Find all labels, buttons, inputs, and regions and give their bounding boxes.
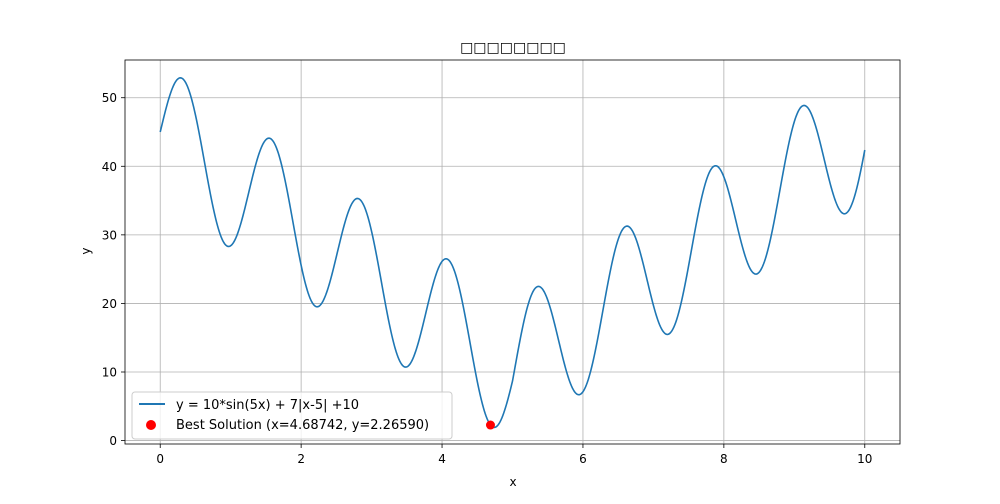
x-tick-label: 4	[438, 452, 446, 466]
x-axis-label: x	[509, 475, 516, 489]
y-tick-label: 20	[102, 297, 117, 311]
axis-ticks: 0 2 4 6 8 10 0 10 20 30 40 50	[102, 91, 873, 466]
plot-area	[159, 77, 866, 430]
y-tick-label: 30	[102, 228, 117, 242]
legend-label-best-solution: Best Solution (x=4.68742, y=2.26590)	[176, 418, 429, 433]
y-axis-label: y	[79, 247, 93, 254]
chart-title: □□□□□□□□	[460, 40, 566, 56]
y-tick-label: 50	[102, 91, 117, 105]
best-solution-point	[485, 420, 495, 430]
x-tick-label: 6	[579, 452, 587, 466]
x-tick-label: 2	[297, 452, 305, 466]
legend-marker-swatch	[146, 420, 156, 430]
x-tick-label: 0	[156, 452, 164, 466]
legend: y = 10*sin(5x) + 7|x-5| +10 Best Solutio…	[131, 391, 453, 440]
legend-box	[131, 391, 453, 440]
legend-label-function: y = 10*sin(5x) + 7|x-5| +10	[176, 398, 359, 413]
x-tick-label: 8	[720, 452, 728, 466]
y-tick-label: 10	[102, 366, 117, 380]
axes-frame	[124, 59, 901, 445]
y-tick-label: 0	[109, 434, 117, 448]
x-tick-label: 10	[857, 452, 872, 466]
y-tick-label: 40	[102, 160, 117, 174]
series-line-function	[159, 77, 866, 429]
